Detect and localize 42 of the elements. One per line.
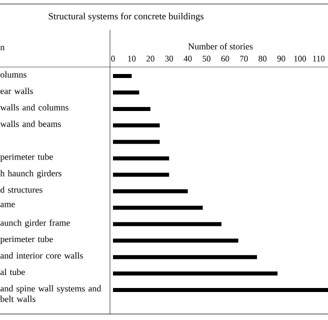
y-tick-label: aunch girder frame bbox=[0, 219, 70, 228]
x-tick-label: 90 bbox=[277, 56, 286, 62]
bar bbox=[113, 156, 170, 160]
x-tick-label: 80 bbox=[258, 56, 266, 62]
x-tick-label: 50 bbox=[202, 56, 210, 62]
bar bbox=[113, 90, 140, 95]
x-tick-label: 60 bbox=[221, 56, 230, 62]
y-tick-label: olumns bbox=[0, 71, 26, 78]
y-tick-label: and interior core walls bbox=[0, 252, 83, 259]
bar bbox=[113, 222, 222, 226]
y-tick-label: al tube bbox=[0, 268, 25, 276]
bar bbox=[113, 140, 160, 144]
x-tick-label: 40 bbox=[184, 56, 192, 62]
y-tick-label: perimeter tube bbox=[0, 236, 53, 244]
bar bbox=[113, 206, 203, 210]
y-tick-label: perimeter tube bbox=[0, 154, 53, 162]
y-tick-label: ame bbox=[0, 202, 15, 208]
x-axis-title: Number of stories bbox=[188, 43, 253, 50]
y-tick-label: d structures bbox=[0, 186, 42, 193]
x-tick-label: 30 bbox=[165, 56, 174, 62]
y-tick-label: walls and beams bbox=[0, 120, 61, 127]
bar bbox=[113, 172, 170, 177]
bar bbox=[113, 189, 188, 194]
bar bbox=[113, 74, 132, 78]
x-tick-label: 70 bbox=[240, 56, 248, 62]
x-tick-label: 100 bbox=[294, 56, 306, 62]
x-tick-label: 10 bbox=[128, 56, 136, 62]
y-tick-label: ear walls bbox=[0, 88, 33, 94]
bar bbox=[113, 255, 257, 260]
y-tick-label: walls and columns bbox=[0, 104, 68, 110]
bar bbox=[113, 288, 328, 292]
bar bbox=[113, 272, 278, 276]
chart-title: Structural systems for concrete buildings bbox=[48, 12, 204, 22]
bar bbox=[113, 238, 238, 243]
y-tick-label: h haunch girders bbox=[0, 170, 62, 178]
bar bbox=[113, 106, 150, 111]
bar bbox=[113, 123, 160, 128]
y-tick-label: and spine wall systems and belt walls bbox=[0, 285, 102, 302]
x-tick-label: 20 bbox=[146, 56, 154, 62]
x-tick-label: 110 bbox=[313, 56, 325, 62]
x-tick-label: 0 bbox=[111, 56, 115, 62]
y-axis-title: n bbox=[0, 46, 5, 50]
